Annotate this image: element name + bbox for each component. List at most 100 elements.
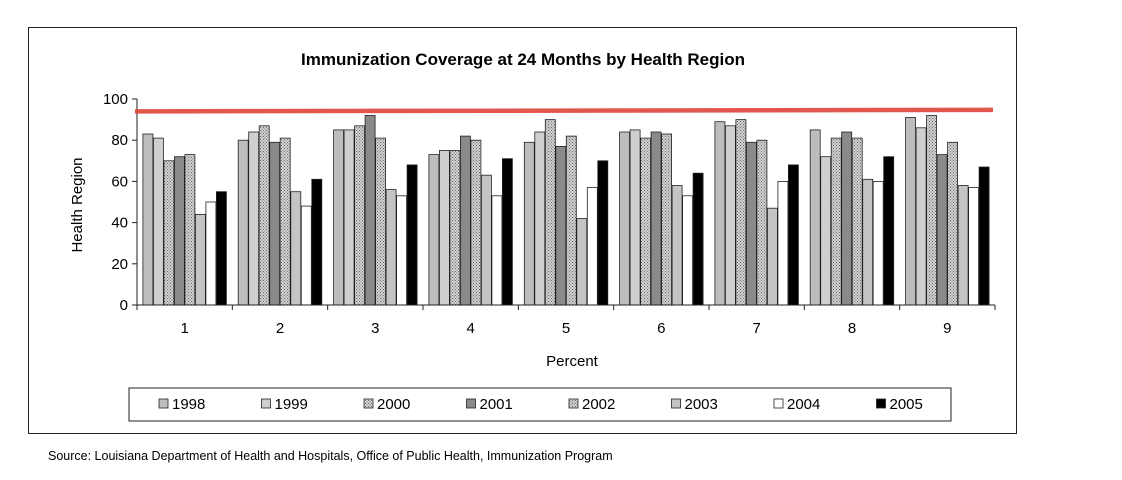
y-tick-label: 20 <box>111 256 128 273</box>
legend-swatch-1998 <box>158 398 169 409</box>
x-axis-label: Percent <box>546 353 599 370</box>
chart-title: Immunization Coverage at 24 Months by He… <box>301 50 745 69</box>
bar-1998-region-5 <box>523 141 535 306</box>
source-note: Source: Louisiana Department of Health a… <box>48 449 613 463</box>
x-tick-label: 3 <box>371 320 379 337</box>
x-tick-label: 6 <box>657 320 665 337</box>
bar-1998-region-8 <box>809 129 821 306</box>
bar-2004-region-8 <box>872 180 884 306</box>
bar-2002-region-2 <box>279 137 291 306</box>
x-tick-label: 7 <box>752 320 760 337</box>
bar-2001-region-5 <box>555 146 567 306</box>
bar-2005-region-6 <box>692 172 704 306</box>
bar-2003-region-1 <box>194 213 206 306</box>
bar-1999-region-4 <box>438 150 450 306</box>
bar-2004-region-7 <box>777 180 789 306</box>
bar-2002-region-9 <box>947 141 958 306</box>
bar-2000-region-8 <box>830 137 842 306</box>
legend: 1998 1999 2000 2001 2002 2003 2004 2005 <box>128 387 952 422</box>
bar-2001-region-8 <box>841 131 853 306</box>
bar-2003-region-9 <box>957 185 969 306</box>
x-tick-label: 8 <box>848 320 856 337</box>
plot-area: 0 20 40 60 80 100 1 2 3 4 5 6 7 8 9 <box>103 91 996 337</box>
bar-2000-region-5 <box>544 119 556 306</box>
legend-label-2004: 2004 <box>787 396 820 413</box>
bar-1999-region-9 <box>915 127 927 306</box>
bar-2002-region-1 <box>184 154 196 306</box>
bar-1999-region-6 <box>629 129 641 306</box>
bar-1999-region-2 <box>248 131 260 306</box>
legend-label-2003: 2003 <box>685 396 718 413</box>
bar-2002-region-6 <box>661 133 672 306</box>
x-tick-label: 5 <box>562 320 570 337</box>
y-axis-label: Health Region <box>69 157 86 252</box>
legend-label-2005: 2005 <box>890 396 923 413</box>
bar-2002-region-5 <box>565 135 577 306</box>
y-tick-label: 40 <box>111 215 128 232</box>
x-tick-label: 4 <box>466 320 474 337</box>
legend-swatch-2004 <box>773 398 784 409</box>
x-tick-label: 9 <box>943 320 951 337</box>
legend-swatch-2000 <box>363 398 374 409</box>
bar-2003-region-7 <box>767 207 778 306</box>
target-reference-line <box>134 107 994 114</box>
legend-swatch-2002 <box>568 398 579 409</box>
bar-2003-region-8 <box>862 178 874 306</box>
legend-label-1999: 1999 <box>275 396 308 413</box>
bar-2004-region-1 <box>205 201 217 306</box>
bar-1999-region-3 <box>343 129 355 306</box>
legend-swatch-1999 <box>261 398 271 409</box>
bar-2004-region-5 <box>586 187 598 306</box>
bar-2005-region-7 <box>788 164 799 306</box>
legend-box <box>128 387 952 422</box>
bar-2000-region-1 <box>163 160 175 306</box>
y-tick-label: 100 <box>103 91 128 108</box>
bar-chart: Immunization Coverage at 24 Months by He… <box>69 50 996 422</box>
bar-2005-region-3 <box>406 164 418 306</box>
bar-2003-region-5 <box>576 218 588 306</box>
bar-2002-region-3 <box>375 137 387 306</box>
bar-1999-region-1 <box>153 137 164 306</box>
bar-1998-region-4 <box>428 154 440 306</box>
bar-2005-region-1 <box>215 191 227 306</box>
bar-2001-region-7 <box>746 141 757 306</box>
legend-label-2001: 2001 <box>480 396 513 413</box>
bar-2004-region-3 <box>396 195 408 306</box>
bar-1999-region-7 <box>725 125 736 306</box>
bar-2002-region-8 <box>851 137 863 306</box>
bar-1998-region-9 <box>905 117 916 306</box>
bar-2001-region-9 <box>936 154 948 306</box>
bar-2000-region-7 <box>735 119 747 306</box>
x-tick-label: 1 <box>180 320 188 337</box>
legend-label-1998: 1998 <box>172 396 205 413</box>
x-tick-label: 2 <box>276 320 284 337</box>
bar-1998-region-7 <box>714 121 726 306</box>
bar-2004-region-4 <box>491 195 503 306</box>
bar-1999-region-8 <box>820 156 832 306</box>
bar-2002-region-4 <box>470 139 482 306</box>
bar-2000-region-4 <box>449 150 461 306</box>
bar-2001-region-6 <box>650 131 662 306</box>
bar-2000-region-3 <box>354 125 366 306</box>
bar-2001-region-3 <box>364 115 376 306</box>
bar-1998-region-6 <box>619 131 630 306</box>
y-tick-label: 0 <box>120 297 128 314</box>
bar-1999-region-5 <box>534 131 546 306</box>
bar-2005-region-8 <box>883 156 895 306</box>
bar-2005-region-5 <box>597 160 609 306</box>
bar-2004-region-6 <box>682 195 693 306</box>
bar-2003-region-2 <box>290 191 302 306</box>
bar-2001-region-1 <box>173 156 185 306</box>
bar-2004-region-9 <box>968 187 979 306</box>
bar-2001-region-4 <box>459 135 471 306</box>
bar-2000-region-9 <box>926 115 937 306</box>
bar-2005-region-2 <box>311 178 323 306</box>
bar-2003-region-6 <box>671 185 683 306</box>
legend-swatch-2001 <box>466 398 476 409</box>
bar-2001-region-2 <box>269 141 281 306</box>
y-tick-label: 60 <box>111 173 128 190</box>
legend-label-2002: 2002 <box>582 396 615 413</box>
bar-2005-region-4 <box>501 158 513 306</box>
bar-2002-region-7 <box>756 139 768 306</box>
bar-2003-region-4 <box>480 174 492 306</box>
